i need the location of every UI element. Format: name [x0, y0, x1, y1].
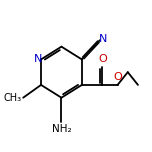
Text: N: N: [99, 34, 107, 44]
Text: O: O: [98, 54, 107, 64]
Text: O: O: [114, 72, 123, 82]
Text: N: N: [34, 54, 42, 64]
Text: CH₃: CH₃: [3, 93, 21, 103]
Text: NH₂: NH₂: [52, 124, 71, 135]
